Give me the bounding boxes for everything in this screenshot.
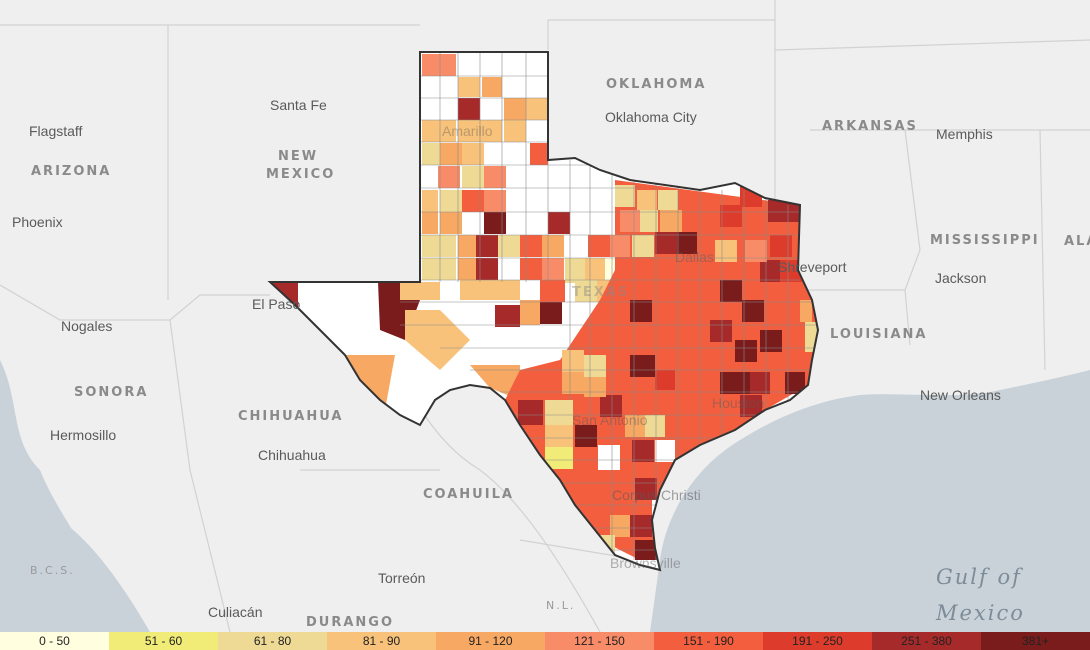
legend-item[interactable]: 0 - 50: [0, 632, 109, 650]
map-labels: Santa Fe Flagstaff ARIZONA NEW MEXICO Ph…: [12, 77, 1090, 630]
label-oklahoma-city: Oklahoma City: [605, 109, 697, 125]
label-texas: TEXAS: [572, 285, 629, 300]
label-brownsville: Brownsville: [610, 555, 681, 571]
label-nl: N.L.: [546, 599, 575, 612]
label-coahuila: COAHUILA: [423, 487, 514, 502]
label-chihuahua-state: CHIHUAHUA: [238, 409, 343, 424]
label-flagstaff: Flagstaff: [29, 123, 83, 139]
label-memphis: Memphis: [936, 126, 993, 142]
gulf-of-mexico: [650, 370, 1090, 632]
label-corpus-christi: Corpus Christi: [612, 487, 701, 503]
map-canvas[interactable]: Santa Fe Flagstaff ARIZONA NEW MEXICO Ph…: [0, 0, 1090, 632]
label-chihuahua-city: Chihuahua: [258, 447, 326, 463]
label-jackson: Jackson: [935, 270, 986, 286]
label-shreveport: Shreveport: [778, 259, 847, 275]
basemap: Santa Fe Flagstaff ARIZONA NEW MEXICO Ph…: [0, 0, 1090, 632]
label-phoenix: Phoenix: [12, 214, 63, 230]
label-mississippi: MISSISSIPPI: [930, 233, 1040, 248]
label-new: NEW: [278, 149, 318, 164]
label-bcs: B.C.S.: [30, 564, 75, 577]
label-new-orleans: New Orleans: [920, 387, 1001, 403]
legend-item[interactable]: 51 - 60: [109, 632, 218, 650]
label-torreon: Torreón: [378, 570, 425, 586]
label-gulf: Gulf of: [936, 565, 1023, 589]
legend: 0 - 50 51 - 60 61 - 80 81 - 90 91 - 120 121 -…: [0, 632, 1090, 650]
label-durango: DURANGO: [306, 615, 394, 630]
label-arkansas: ARKANSAS: [822, 119, 918, 134]
label-ala: ALA: [1064, 234, 1090, 249]
legend-item[interactable]: 121 - 150: [545, 632, 654, 650]
label-hermosillo: Hermosillo: [50, 427, 116, 443]
label-arizona: ARIZONA: [31, 164, 111, 179]
texas-outline: [267, 51, 820, 572]
label-santa-fe: Santa Fe: [270, 97, 327, 113]
legend-item[interactable]: 251 - 380: [872, 632, 981, 650]
label-oklahoma: OKLAHOMA: [606, 77, 706, 92]
legend-item[interactable]: 81 - 90: [327, 632, 436, 650]
label-san-antonio: San Antonio: [572, 412, 648, 428]
label-dallas: Dallas: [675, 249, 714, 265]
label-houston: Houston: [712, 395, 764, 411]
legend-item[interactable]: 151 - 190: [654, 632, 763, 650]
label-mexico-state: MEXICO: [266, 167, 335, 182]
label-el-paso: El Paso: [252, 296, 300, 312]
legend-item[interactable]: 91 - 120: [436, 632, 545, 650]
label-mexico-sea: Mexico: [935, 601, 1025, 625]
gulf-of-california: [50, 520, 150, 632]
label-louisiana: LOUISIANA: [830, 327, 927, 342]
legend-item[interactable]: 191 - 250: [763, 632, 872, 650]
label-nogales: Nogales: [61, 318, 112, 334]
legend-item[interactable]: 381+: [981, 632, 1090, 650]
legend-item[interactable]: 61 - 80: [218, 632, 327, 650]
label-amarillo: Amarillo: [442, 123, 493, 139]
county-grid: [400, 52, 818, 560]
label-sonora: SONORA: [74, 385, 148, 400]
label-culiacan: Culiacán: [208, 604, 262, 620]
